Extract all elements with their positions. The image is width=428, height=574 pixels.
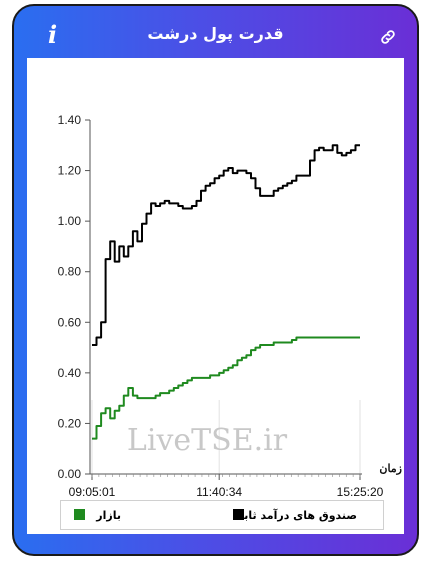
- series-line-fixed-income: [92, 144, 360, 346]
- legend: صندوق های درآمد ثابت بازار: [60, 500, 384, 530]
- x-tick-label: 11:40:34: [196, 485, 242, 498]
- x-tick-label: 15:25:20: [337, 485, 384, 498]
- link-icon[interactable]: [379, 28, 397, 46]
- legend-label-market[interactable]: بازار: [96, 509, 121, 522]
- watermark-text: LiveTSE.ir: [127, 423, 288, 458]
- y-tick-label: 1.00: [58, 214, 82, 228]
- page-title: قدرت پول درشت: [147, 24, 284, 43]
- legend-swatch-market: [74, 509, 85, 520]
- legend-swatch-fixed-income: [233, 509, 244, 520]
- series-line-market: [92, 336, 360, 440]
- y-tick-label: 0.40: [58, 366, 82, 380]
- info-icon[interactable]: i: [48, 20, 58, 49]
- y-tick-label: 0.80: [58, 265, 82, 279]
- chart-panel: LiveTSE.ir 0.00 0.20 0.40 0.60 0.80 1.00 1.20 1…: [27, 58, 404, 534]
- y-tick-label: 0.20: [58, 416, 82, 430]
- line-chart: LiveTSE.ir 0.00 0.20 0.40 0.60 0.80 1.00 1.20 1…: [58, 113, 402, 499]
- x-axis-label: زمان: [379, 463, 402, 475]
- y-tick-label: 1.40: [58, 113, 82, 127]
- chart-card: i قدرت پول درشت LiveTSE.ir 0.00 0.20 0.40 0…: [12, 4, 419, 556]
- y-tick-label: 1.20: [58, 164, 82, 178]
- card-header: i قدرت پول درشت: [14, 6, 417, 58]
- y-tick-label: 0.60: [58, 315, 82, 329]
- y-tick-label: 0.00: [58, 467, 82, 481]
- legend-label-fixed-income[interactable]: صندوق های درآمد ثابت: [232, 509, 357, 522]
- x-tick-label: 09:05:01: [69, 485, 116, 498]
